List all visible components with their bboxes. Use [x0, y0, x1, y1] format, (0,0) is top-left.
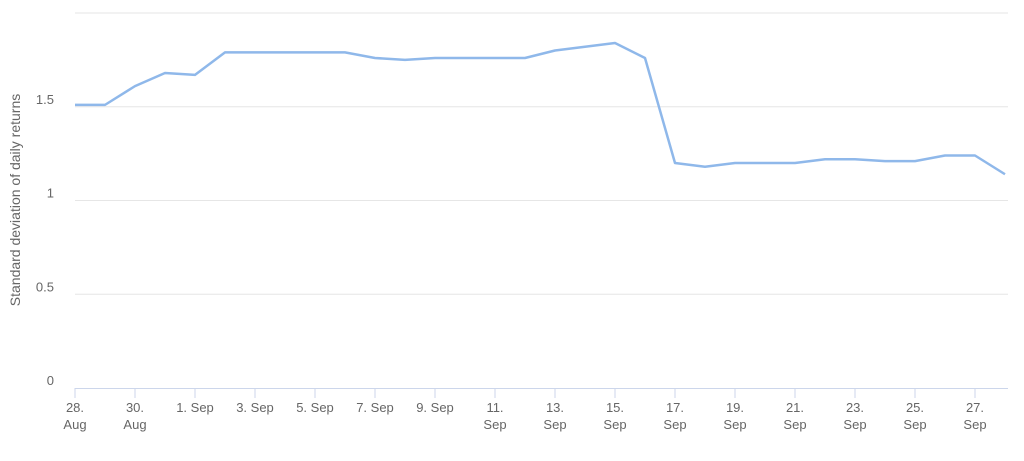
x-tick-label: 9. Sep: [416, 400, 454, 415]
x-tick-label: 15. Sep: [603, 400, 626, 432]
x-tick-label: 21. Sep: [783, 400, 806, 432]
x-tick-label: 11. Sep: [483, 400, 506, 432]
y-tick-label: 1.5: [36, 92, 54, 107]
x-tick-label: 28. Aug: [63, 400, 86, 432]
x-tick-label: 25. Sep: [903, 400, 926, 432]
y-axis-label: Standard deviation of daily returns: [7, 94, 23, 306]
x-tick-label: 7. Sep: [356, 400, 394, 415]
x-tick-label: 5. Sep: [296, 400, 334, 415]
y-tick-label: 1: [47, 186, 54, 201]
x-tick-label: 23. Sep: [843, 400, 866, 432]
y-tick-label: 0.5: [36, 279, 54, 294]
line: [75, 41, 1006, 176]
x-tick-label: 1. Sep: [176, 400, 214, 415]
x-tick-label: 17. Sep: [663, 400, 686, 432]
x-tick-label: 19. Sep: [723, 400, 746, 432]
y-tick-label: 0: [47, 373, 54, 388]
x-tick-label: 3. Sep: [236, 400, 274, 415]
x-tick-label: 30. Aug: [123, 400, 146, 432]
x-tick-label: 27. Sep: [963, 400, 986, 432]
x-tick-label: 13. Sep: [543, 400, 566, 432]
